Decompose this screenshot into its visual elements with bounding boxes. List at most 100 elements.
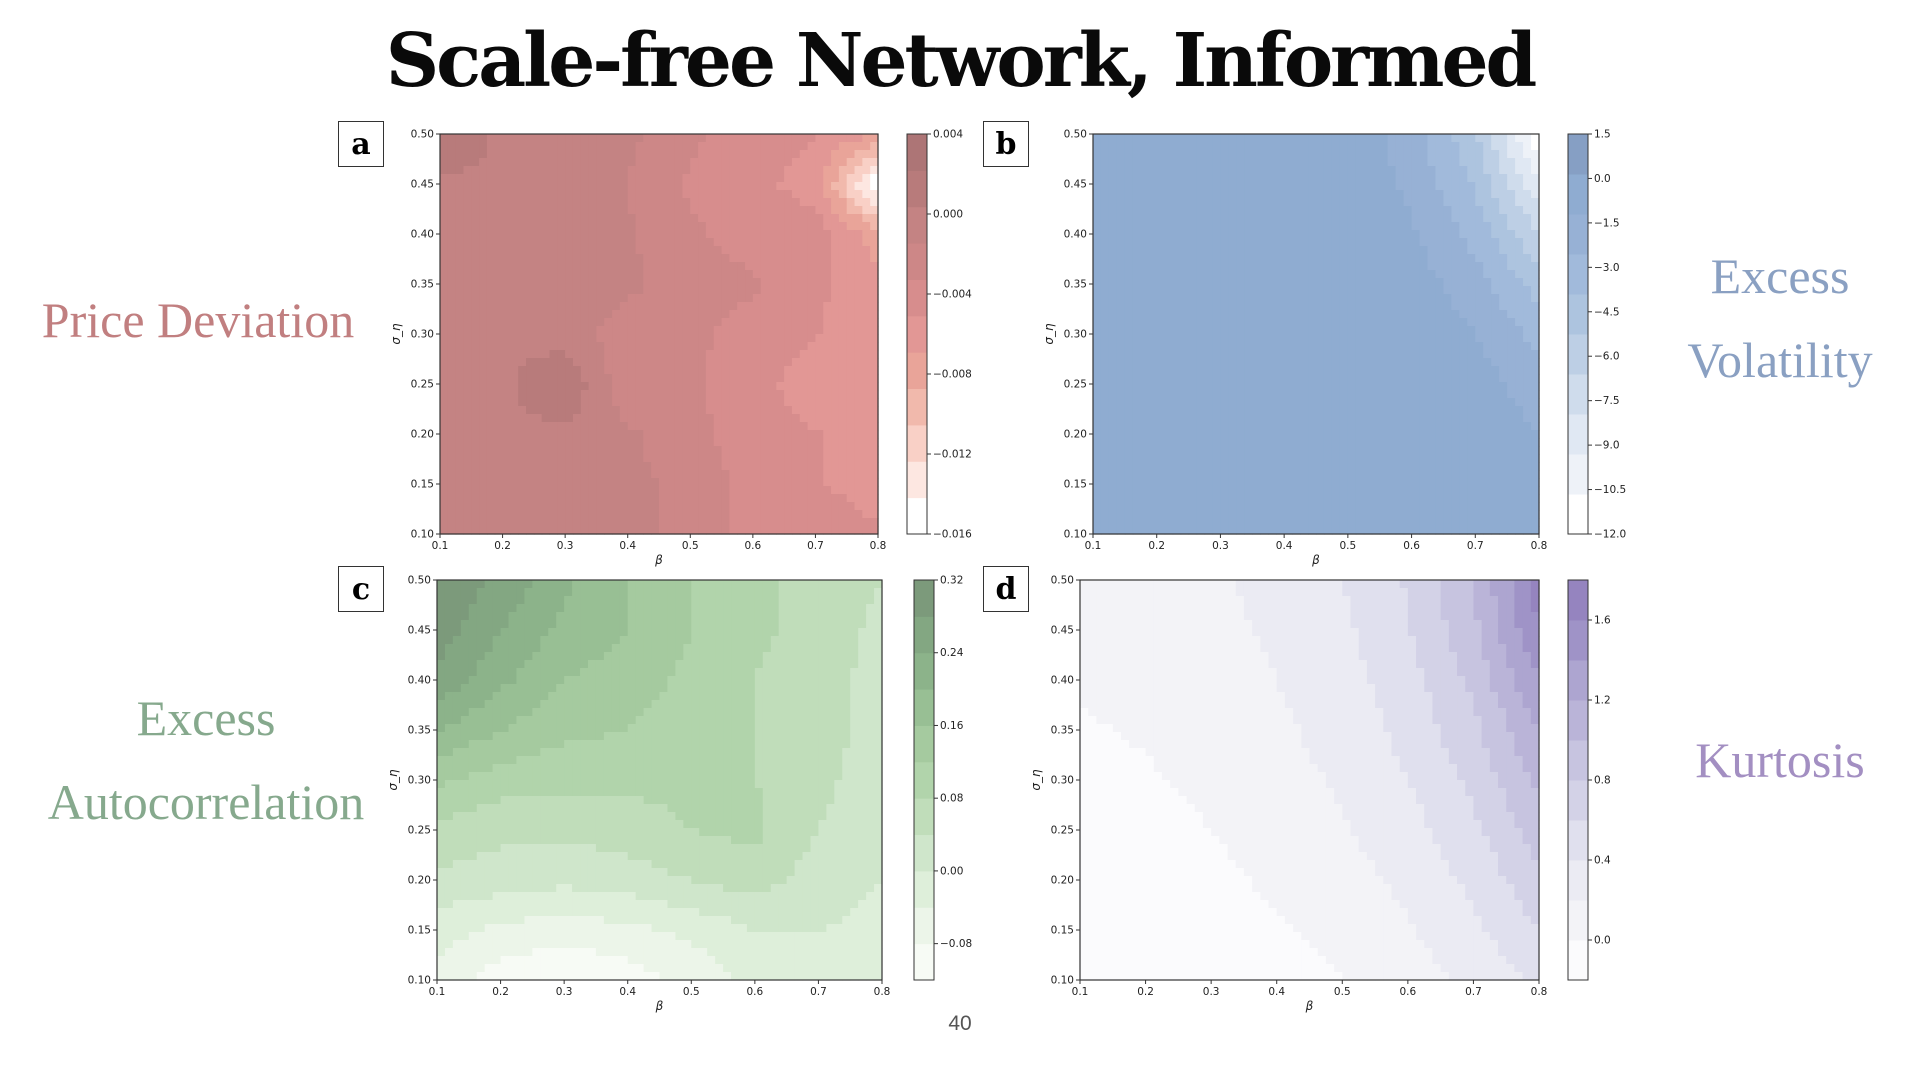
heatmap-cell <box>1371 270 1381 279</box>
heatmap-cell <box>463 470 472 479</box>
heatmap-cell <box>549 334 558 343</box>
heatmap-cell <box>1443 302 1452 311</box>
heatmap-cell <box>1531 262 1540 271</box>
heatmap-cell <box>619 462 629 471</box>
heatmap-cell <box>784 206 793 215</box>
heatmap-cell <box>1347 142 1357 151</box>
heatmap-cell <box>721 454 730 463</box>
heatmap-cell <box>776 494 785 503</box>
heatmap-cell <box>1531 198 1540 207</box>
heatmap-cell <box>1443 382 1452 391</box>
heatmap-cell <box>1316 310 1325 319</box>
heatmap-cell <box>1347 270 1357 279</box>
heatmap-cell <box>1451 406 1460 415</box>
heatmap-cell <box>1507 206 1516 215</box>
heatmap-cell <box>831 158 840 167</box>
heatmap-cell <box>705 390 715 399</box>
heatmap-cell <box>1316 214 1325 223</box>
heatmap-cell <box>1220 382 1229 391</box>
heatmap-cell <box>1411 270 1421 279</box>
heatmap-cell <box>565 238 574 247</box>
heatmap-cell <box>1108 198 1118 207</box>
heatmap-cell <box>784 510 793 519</box>
heatmap-cell <box>674 382 684 391</box>
heatmap-cell <box>526 422 535 431</box>
heatmap-cell <box>776 414 785 423</box>
heatmap-cell <box>1228 134 1237 143</box>
heatmap-cell <box>862 262 871 271</box>
heatmap-cell <box>1260 334 1269 343</box>
heatmap-cell <box>1379 278 1389 287</box>
heatmap-cell <box>1459 358 1468 367</box>
heatmap-cell <box>698 446 707 455</box>
heatmap-cell <box>588 518 598 527</box>
y-tick-label: 0.20 <box>411 429 434 441</box>
heatmap-cell <box>1387 262 1397 271</box>
side-label-line: Excess <box>1710 248 1850 304</box>
heatmap-cell <box>510 310 519 319</box>
heatmap-cell <box>838 182 848 191</box>
heatmap-cell <box>1451 222 1460 231</box>
heatmap-cell <box>659 422 668 431</box>
heatmap-cell <box>1515 246 1524 255</box>
heatmap-cell <box>1284 382 1293 391</box>
heatmap-cell <box>1276 326 1285 335</box>
heatmap-cell <box>1427 342 1437 351</box>
heatmap-cell <box>1276 422 1285 431</box>
heatmap-cell <box>549 278 558 287</box>
heatmap-cell <box>526 350 535 359</box>
heatmap-cell <box>1419 350 1429 359</box>
heatmap-cell <box>1411 166 1421 175</box>
heatmap-cell <box>572 246 582 255</box>
heatmap-cell <box>674 350 684 359</box>
heatmap-cell <box>565 190 574 199</box>
heatmap-cell <box>604 238 613 247</box>
heatmap-cell <box>807 238 817 247</box>
heatmap-cell <box>455 174 465 183</box>
heatmap-cell <box>463 190 472 199</box>
heatmap-cell <box>1228 254 1237 263</box>
heatmap-cell <box>666 174 676 183</box>
heatmap-cell <box>682 270 691 279</box>
heatmap-cell <box>440 470 449 479</box>
heatmap-cell <box>1124 366 1134 375</box>
heatmap-cell <box>682 206 691 215</box>
heatmap-cell <box>1132 294 1142 303</box>
heatmap-cell <box>799 174 809 183</box>
heatmap-cell <box>549 502 558 511</box>
heatmap-cell <box>760 222 770 231</box>
heatmap-cell <box>831 318 840 327</box>
heatmap-cell <box>455 438 465 447</box>
heatmap-cell <box>791 406 801 415</box>
heatmap-cell <box>1499 222 1508 231</box>
heatmap-cell <box>1300 366 1309 375</box>
heatmap-cell <box>666 462 676 471</box>
heatmap-cell <box>1499 326 1508 335</box>
heatmap-cell <box>791 262 801 271</box>
heatmap-cell <box>502 214 511 223</box>
heatmap-cell <box>1260 238 1269 247</box>
heatmap-cell <box>619 270 629 279</box>
heatmap-cell <box>471 294 480 303</box>
heatmap-cell <box>518 478 527 487</box>
heatmap-cell <box>1475 358 1484 367</box>
heatmap-cell <box>479 238 488 247</box>
heatmap-cell <box>1395 214 1405 223</box>
heatmap-cell <box>447 390 457 399</box>
heatmap-cell <box>1180 286 1190 295</box>
heatmap-cell <box>823 286 832 295</box>
heatmap-cell <box>604 286 613 295</box>
heatmap-cell <box>831 486 840 495</box>
heatmap-cell <box>784 150 793 159</box>
heatmap-cell <box>752 494 762 503</box>
heatmap-cell <box>612 270 621 279</box>
heatmap-cell <box>1244 318 1253 327</box>
heatmap-cell <box>698 270 707 279</box>
heatmap-cell <box>1459 350 1468 359</box>
heatmap-cell <box>674 326 684 335</box>
heatmap-cell <box>627 358 637 367</box>
heatmap-cell <box>791 390 801 399</box>
heatmap-cell <box>580 270 590 279</box>
heatmap-cell <box>1347 398 1357 407</box>
heatmap-cell <box>752 190 762 199</box>
